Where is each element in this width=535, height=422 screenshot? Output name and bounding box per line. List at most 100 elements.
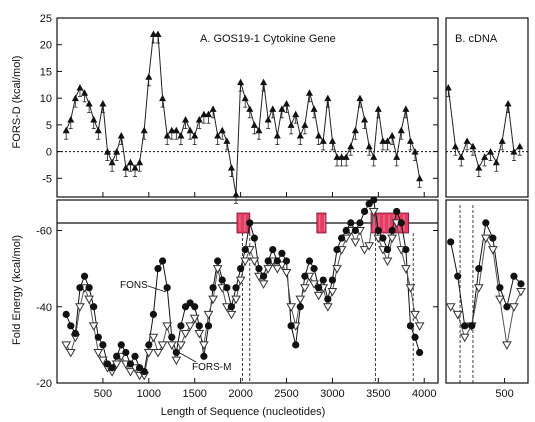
data-point [131,164,139,171]
data-point-fons [475,265,483,273]
data-point-fons [287,322,295,330]
data-point [71,94,79,102]
data-point-fons [218,276,226,284]
data-point [195,116,203,123]
data-point-fons [223,284,231,292]
data-point-fons [333,245,341,254]
data-point-fors-m [61,341,72,350]
data-point-fons [122,348,130,357]
data-point-fors-m [473,284,484,293]
data-point [301,121,309,128]
data-point-fors-m [382,257,393,267]
data-point-fons [214,257,222,265]
data-point-fors-m [166,341,177,350]
data-point-fors-m [495,295,505,305]
data-point-fons [227,303,236,311]
y-axis-label-lower: Fold Energy (kcal/mol) [11,235,23,345]
data-point [393,153,401,160]
data-point-fors-m [185,322,195,331]
data-point [469,142,477,150]
data-point [218,126,226,134]
data-point-fors-m [84,295,94,305]
data-point-fons [356,219,364,227]
data-point-fons [351,226,359,235]
data-point [250,121,258,128]
data-point-fons [94,333,102,341]
data-point-fons [374,226,382,235]
data-point-fors-m [445,303,456,312]
data-point-fors-m [125,368,136,377]
data-point-fors-m [162,322,173,331]
data-point [338,153,346,160]
data-point [406,137,414,144]
data-point-fons [416,348,424,357]
data-point-fors-m [148,333,159,343]
y-tick-label: 0 [46,147,52,159]
data-point-fons [292,341,300,349]
data-point-fons [145,341,153,349]
data-point-fons [99,341,107,349]
data-point [168,126,176,134]
data-point-fons [370,196,378,204]
data-point-fons [338,234,346,242]
data-point [324,94,332,102]
data-point [498,137,506,144]
data-point-fors-m [75,303,85,312]
data-point [457,153,465,160]
data-point [296,132,304,139]
data-point-fons [319,276,327,284]
panel-a-upper-frame [56,17,439,198]
data-point-fors-m [199,341,209,350]
data-point [260,78,268,86]
data-point [204,110,212,118]
data-point-fors-m [300,284,310,293]
x-tick-label: 2000 [228,388,252,400]
data-point [227,164,235,171]
data-point-fors-m [153,349,163,358]
data-point [370,153,378,160]
y-tick-label: 15 [40,66,52,78]
data-point-fons [250,234,258,242]
panel-b-lower-frame [445,199,529,384]
data-point [108,158,116,166]
y-tick-label: -20 [36,378,52,390]
data-point-fons [379,234,387,242]
data-point-fons [168,333,176,341]
data-point-fons [296,303,304,311]
data-point-fons [67,322,75,330]
data-point [510,148,518,155]
annotation-fors-m: FORS-M [192,362,231,373]
data-point-fons [324,295,332,303]
data-point-fons [315,284,323,292]
data-point-fons [232,284,240,292]
data-point-fons [113,352,121,360]
data-point [347,142,355,150]
data-point-fons [273,257,281,265]
data-point-fons [328,276,337,284]
data-point-fons [342,226,350,235]
data-point-fons [482,219,490,227]
data-point [163,132,171,139]
data-point-fors-m [350,238,361,247]
data-point [475,164,483,171]
data-point-fors-m [111,360,122,369]
data-point-fons [191,303,199,311]
data-point-fons [510,272,518,280]
data-point [384,137,392,144]
data-point-fors-m [235,276,246,286]
data-point [516,142,524,150]
data-point-fors-m [459,333,470,343]
data-point [411,148,419,155]
data-point-fons [468,322,476,330]
data-point-fors-m [480,234,491,244]
data-point-fons [461,322,469,330]
data-point-fons [80,272,89,280]
data-point-fons [62,310,70,318]
data-point [186,126,194,134]
data-point [351,126,359,134]
data-point-fons [177,322,185,330]
data-point-fors-m [487,246,498,255]
data-point-fors-m [313,291,324,301]
data-point-fons [154,265,162,273]
